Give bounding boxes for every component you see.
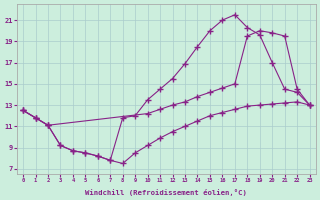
X-axis label: Windchill (Refroidissement éolien,°C): Windchill (Refroidissement éolien,°C) — [85, 189, 247, 196]
